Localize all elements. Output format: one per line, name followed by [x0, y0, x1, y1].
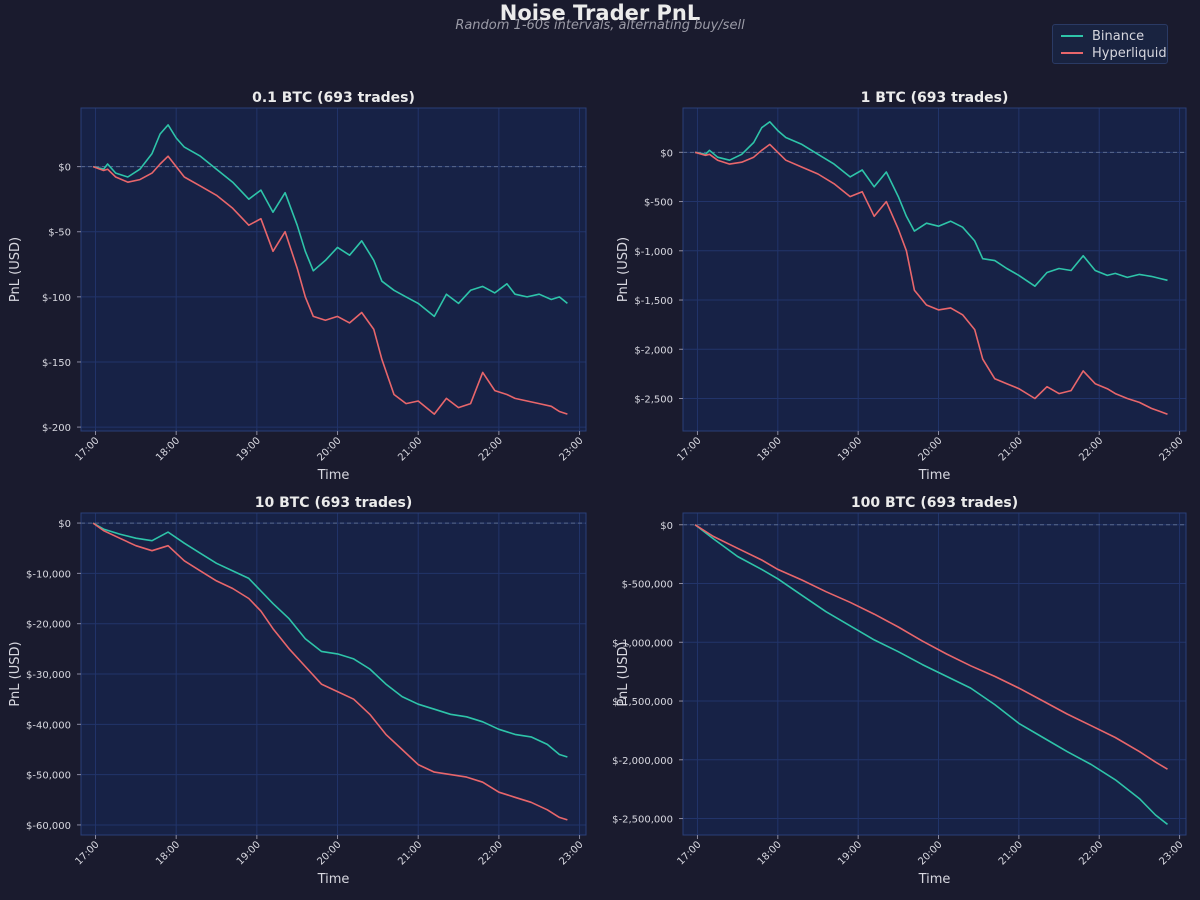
series-line-hyperliquid-10-btc [92, 522, 568, 821]
x-tick-label-0-1-btc-4: 21:00 [396, 435, 424, 463]
chart-title-0-1-btc: 0.1 BTC (693 trades) [252, 90, 415, 106]
panel-10-btc: $0 $-10,000 $-20,000 $-30,000 $-40,000 $-50,0… [8, 495, 587, 887]
x-tick-label-0-1-btc-5: 22:00 [477, 435, 505, 463]
x-tick-label-1-btc-3: 20:00 [916, 435, 944, 463]
y-tick-label-100-btc-3: $-1,500,000 [612, 697, 673, 708]
x-tick-label-10-btc-1: 18:00 [154, 839, 182, 867]
y-axis-label-100-btc: PnL (USD) [616, 641, 631, 706]
x-tick-label-1-btc-6: 23:00 [1158, 435, 1186, 463]
x-tick-label-10-btc-6: 23:00 [558, 839, 586, 867]
x-tick-label-0-1-btc-2: 19:00 [235, 435, 263, 463]
x-tick-label-0-1-btc-0: 17:00 [73, 435, 101, 463]
x-tick-label-10-btc-2: 19:00 [235, 839, 263, 867]
x-tick-label-10-btc-0: 17:00 [73, 839, 101, 867]
x-tick-label-1-btc-0: 17:00 [675, 435, 703, 463]
y-tick-label-0-1-btc-4: $-200 [42, 423, 71, 434]
y-tick-label-10-btc-1: $-10,000 [26, 569, 71, 580]
legend-swatch-hyperliquid [1061, 52, 1083, 54]
y-tick-label-100-btc-1: $-500,000 [622, 580, 673, 591]
series-line-binance-100-btc [694, 524, 1168, 826]
plot-frame-1-btc [682, 107, 1187, 432]
y-tick-label-1-btc-2: $-1,000 [634, 247, 673, 258]
x-tick-label-1-btc-5: 22:00 [1077, 435, 1105, 463]
x-tick-label-100-btc-4: 21:00 [997, 839, 1025, 867]
x-tick-label-100-btc-5: 22:00 [1077, 839, 1105, 867]
series-line-hyperliquid-100-btc [694, 524, 1168, 770]
x-axis-label-1-btc: Time [918, 468, 951, 483]
y-tick-label-0-1-btc-1: $-50 [48, 228, 71, 239]
x-axis-label-10-btc: Time [317, 872, 350, 887]
plot-area-0-1-btc [81, 108, 586, 431]
x-axis-label-100-btc: Time [918, 872, 951, 887]
y-tick-label-10-btc-4: $-40,000 [26, 720, 71, 731]
x-tick-label-10-btc-5: 22:00 [477, 839, 505, 867]
y-tick-label-0-1-btc-3: $-150 [42, 358, 71, 369]
plot-area-1-btc [683, 108, 1186, 431]
series-line-binance-0-1-btc [92, 124, 568, 318]
y-tick-label-0-1-btc-2: $-100 [42, 293, 71, 304]
y-tick-label-100-btc-2: $-1,000,000 [612, 638, 673, 649]
y-tick-label-10-btc-5: $-50,000 [26, 771, 71, 782]
legend: Binance Hyperliquid [1052, 24, 1168, 64]
x-tick-label-0-1-btc-6: 23:00 [558, 435, 586, 463]
legend-label-binance: Binance [1092, 28, 1145, 44]
x-tick-label-0-1-btc-3: 20:00 [315, 435, 343, 463]
plot-frame-100-btc [682, 512, 1187, 836]
legend-label-hyperliquid: Hyperliquid [1092, 45, 1167, 61]
chart-title-10-btc: 10 BTC (693 trades) [255, 495, 413, 511]
y-axis-label-0-1-btc: PnL (USD) [8, 237, 23, 302]
plot-area-100-btc [683, 513, 1186, 835]
x-tick-label-10-btc-3: 20:00 [315, 839, 343, 867]
panel-100-btc: $0 $-500,000 $-1,000,000 $-1,500,000 $-2,000… [612, 495, 1187, 887]
figure-title: Noise Trader PnL [499, 1, 701, 25]
series-line-hyperliquid-1-btc [694, 143, 1168, 416]
series-line-binance-1-btc [694, 121, 1168, 288]
panel-1-btc: $0 $-500 $-1,000 $-1,500 $-2,000 $-2,500 17:00… [616, 90, 1187, 483]
y-tick-label-100-btc-4: $-2,000,000 [612, 756, 673, 767]
legend-item-hyperliquid: Hyperliquid [1061, 45, 1167, 61]
x-tick-label-100-btc-3: 20:00 [916, 839, 944, 867]
legend-item-binance: Binance [1061, 28, 1144, 44]
x-tick-label-1-btc-1: 18:00 [756, 435, 784, 463]
y-tick-label-100-btc-5: $-2,500,000 [612, 815, 673, 826]
y-tick-label-0-1-btc-0: $0 [58, 163, 71, 174]
x-tick-label-10-btc-4: 21:00 [396, 839, 424, 867]
chart-title-1-btc: 1 BTC (693 trades) [861, 90, 1009, 106]
y-tick-label-10-btc-0: $0 [58, 519, 71, 530]
y-tick-label-1-btc-3: $-1,500 [634, 296, 673, 307]
x-tick-label-100-btc-2: 19:00 [836, 839, 864, 867]
x-tick-label-1-btc-4: 21:00 [997, 435, 1025, 463]
y-tick-label-10-btc-2: $-20,000 [26, 620, 71, 631]
y-axis-label-1-btc: PnL (USD) [616, 237, 631, 302]
x-tick-label-100-btc-1: 18:00 [756, 839, 784, 867]
y-tick-label-1-btc-1: $-500 [644, 198, 673, 209]
figure-subtitle: Random 1-60s intervals, alternating buy/… [455, 18, 745, 33]
y-tick-label-1-btc-4: $-2,000 [634, 345, 673, 356]
legend-swatch-binance [1061, 35, 1083, 37]
x-tick-label-100-btc-6: 23:00 [1158, 839, 1186, 867]
y-tick-label-1-btc-5: $-2,500 [634, 395, 673, 406]
y-tick-label-1-btc-0: $0 [660, 148, 673, 159]
x-tick-label-0-1-btc-1: 18:00 [154, 435, 182, 463]
series-line-hyperliquid-0-1-btc [92, 155, 568, 415]
x-tick-label-100-btc-0: 17:00 [675, 839, 703, 867]
y-tick-label-100-btc-0: $0 [660, 521, 673, 532]
series-line-binance-10-btc [92, 522, 568, 758]
chart-title-100-btc: 100 BTC (693 trades) [851, 495, 1018, 511]
y-tick-label-10-btc-6: $-60,000 [26, 821, 71, 832]
plot-frame-0-1-btc [80, 107, 587, 432]
x-axis-label-0-1-btc: Time [317, 468, 350, 483]
x-tick-label-1-btc-2: 19:00 [836, 435, 864, 463]
y-axis-label-10-btc: PnL (USD) [8, 641, 23, 706]
y-tick-label-10-btc-3: $-30,000 [26, 670, 71, 681]
